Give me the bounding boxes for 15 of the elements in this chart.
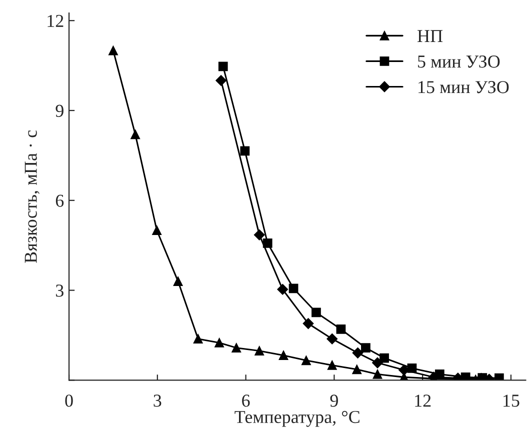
y-tick-label: 3 <box>56 284 64 297</box>
legend-label: НП <box>418 30 443 42</box>
x-axis-title: Температура, °C <box>234 410 360 427</box>
y-tick-label: 12 <box>48 14 64 27</box>
x-tick-label: 12 <box>415 394 431 407</box>
x-tick-label: 6 <box>242 394 250 407</box>
y-tick-label: 9 <box>56 104 64 117</box>
x-tick-label: 3 <box>154 394 162 407</box>
y-tick-label: 6 <box>56 194 64 207</box>
x-tick-label: 15 <box>504 394 520 407</box>
y-axis-title: Вязкость, мПа · с <box>24 130 40 263</box>
x-tick-label: 0 <box>65 394 73 407</box>
legend-label: 15 мин УЗО <box>418 81 509 94</box>
x-tick-label: 9 <box>330 394 338 407</box>
legend-label: 5 мин УЗО <box>418 56 500 68</box>
